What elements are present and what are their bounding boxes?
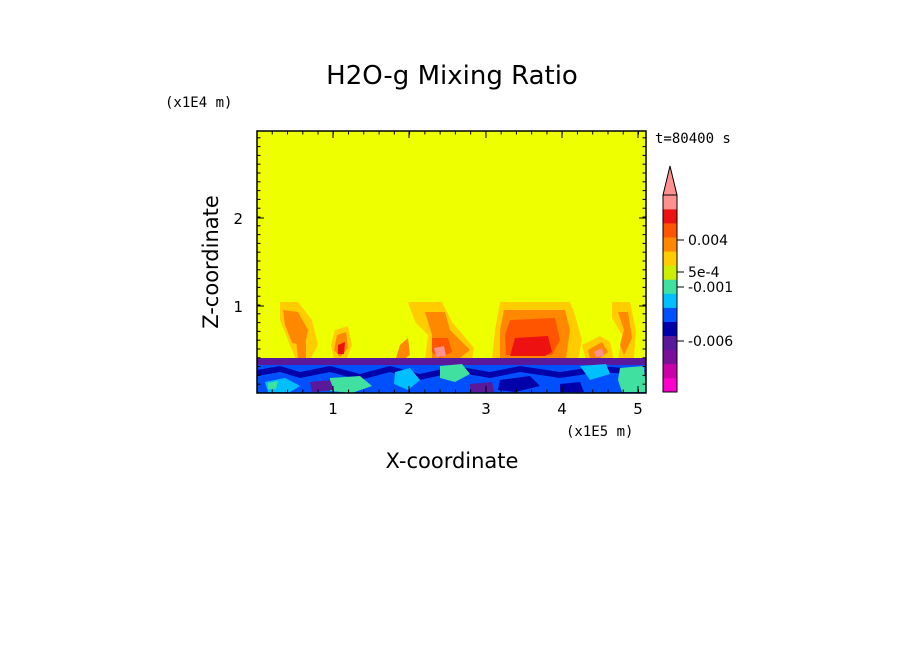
y-axis: 1 2 [233, 210, 646, 316]
colorbar-cell [663, 209, 677, 224]
x-axis-label: X-coordinate [386, 449, 519, 473]
colorbar-cell [663, 265, 677, 280]
colorbar-cell [663, 377, 677, 393]
colorbar-cell [663, 363, 677, 379]
contour-field [257, 131, 646, 393]
colorbar-cell [663, 195, 677, 210]
colorbar-extend-arrow [662, 165, 678, 196]
time-label: t=80400 s [655, 131, 731, 147]
plot-frame [256, 130, 647, 394]
colorbar-cell [663, 293, 677, 308]
y-tick-label: 2 [233, 210, 243, 228]
colorbar-cell [663, 349, 677, 365]
x-axis: 1 2 3 4 5 [328, 131, 643, 418]
x-tick-label: 2 [404, 400, 414, 418]
colorbar-cell [663, 307, 677, 322]
plume-5 [492, 302, 582, 360]
colorbar-cells [663, 195, 677, 393]
plume-6 [582, 336, 614, 360]
colorbar-cell [663, 321, 677, 337]
colorbar-label: -0.001 [688, 280, 733, 296]
x-tick-label: 1 [328, 400, 338, 418]
y-tick-label: 1 [233, 298, 243, 316]
colorbar-cell [663, 279, 677, 294]
colorbar-label: -0.006 [688, 334, 733, 350]
y-multiplier-label: (x1E4 m) [165, 95, 232, 111]
colorbar-label: 0.004 [688, 233, 728, 249]
x-multiplier-label: (x1E5 m) [566, 424, 633, 440]
colorbar-frame [662, 194, 678, 393]
chart-title: H2O-g Mixing Ratio [326, 61, 578, 91]
plume-3 [396, 338, 410, 360]
y-axis-label: Z-coordinate [199, 195, 223, 329]
colorbar-label: 5e-4 [688, 265, 720, 281]
x-tick-label: 4 [557, 400, 567, 418]
colorbar-cell [663, 335, 677, 351]
colorbar: 0.004 5e-4 -0.001 -0.006 [662, 165, 733, 393]
boundary-layer [257, 358, 646, 393]
x-tick-label: 3 [481, 400, 491, 418]
plume-7 [612, 302, 636, 360]
plume-2 [331, 326, 352, 360]
colorbar-cell [663, 223, 677, 238]
plume-1 [280, 302, 318, 360]
x-tick-label: 5 [633, 400, 643, 418]
colorbar-cell [663, 251, 677, 266]
plume-4 [408, 302, 474, 360]
colorbar-cell [663, 237, 677, 252]
